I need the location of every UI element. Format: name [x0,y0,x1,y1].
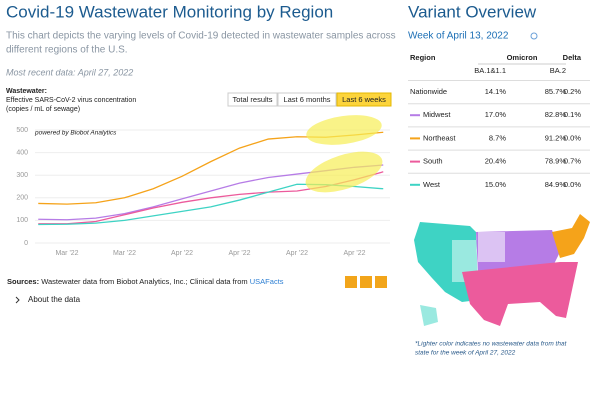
cell: 85.7% [545,87,567,96]
table-header: Region [410,53,436,62]
cell: 0.2% [564,87,581,96]
cell: 20.4% [485,157,507,166]
facebook-icon[interactable] [345,276,357,288]
cell: 91.2% [545,133,567,142]
y-tick-label: 100 [16,217,28,224]
sources-link[interactable]: USAFacts [250,277,284,286]
cell: 78.9% [545,157,567,166]
cell: 8.7% [489,133,506,142]
x-tick-label: Apr '22 [229,250,251,257]
cell: 84.9% [545,180,567,189]
highlight [305,151,383,193]
region: Northeast [423,133,456,142]
y-tick-label: 0 [24,240,28,247]
table: Nationwide 14.1% 85.7%0.2% Midwest 17.0% 82.8… [408,80,590,189]
x-tick-label: Mar '22 [55,250,78,257]
y-tick-label: 400 [16,149,28,156]
cell: 14.1% [485,87,507,96]
y-tick-label: 200 [16,195,28,202]
region: South [423,157,443,166]
variant-week: Week of April 13, 2022 [408,31,509,42]
y-tick-label: 500 [16,127,28,134]
subtitle: different regions of the U.S. [6,45,128,56]
button[interactable] [277,92,337,107]
x-tick-label: Apr '22 [171,250,193,257]
y-label: Effective SARS-CoV-2 virus concentration [6,97,136,104]
y-label: (copies / mL of sewage) [6,106,80,113]
map [414,214,590,326]
plot: 0 100 200 300 400 500 Mar '22 Mar '22 Apr '22 Apr… [16,127,390,257]
region: Nationwide [410,87,447,96]
cell: 82.8% [545,110,567,119]
info-icon[interactable] [530,32,538,40]
cell: 0.0% [564,180,581,189]
table-header: Omicron [507,53,538,62]
sources-label: Sources: [7,277,39,286]
y-tick-label: 300 [16,172,28,179]
x-tick-label: Apr '22 [344,250,366,257]
button[interactable] [336,92,392,107]
table-subheader: BA.2 [550,66,566,75]
sources: Sources: Wastewater data from Biobot Ana… [7,277,284,286]
cell: 0.1% [564,110,581,119]
annotation: powered by Biobot Analytics [34,130,117,137]
twitter-icon[interactable] [360,276,372,288]
region: Midwest [423,110,451,119]
highlight [306,115,382,145]
about-link[interactable]: About the data [28,295,81,304]
cell: 0.0% [564,133,581,142]
button-label[interactable]: Last 6 weeks [342,95,386,104]
cell: 0.7% [564,157,581,166]
x-tick-label: Mar '22 [113,250,136,257]
table-subheader: BA.1&1.1 [474,66,506,75]
subtitle: This chart depicts the varying levels of… [6,31,396,42]
footnote: *Lighter color indicates no wastewater d… [415,341,568,348]
region: West [423,180,441,189]
linkedin-icon[interactable] [375,276,387,288]
table-header: Delta [563,53,582,62]
cell: 17.0% [485,110,507,119]
sources-text: Wastewater data from Biobot Analytics, I… [39,277,250,286]
button-label[interactable]: Total results [232,95,272,104]
recent-date: Most recent data: April 27, 2022 [6,67,133,77]
chart-title: Covid-19 Wastewater Monitoring by Region [6,2,333,21]
cell: 15.0% [485,180,507,189]
x-tick-label: Apr '22 [286,250,308,257]
footnote: state for the week of April 27, 2022 [415,350,516,357]
variant-title: Variant Overview [408,2,537,21]
button[interactable] [227,92,278,107]
chevron[interactable] [15,296,20,304]
y-label: Wastewater: [6,88,47,95]
button-label[interactable]: Last 6 months [283,95,330,104]
